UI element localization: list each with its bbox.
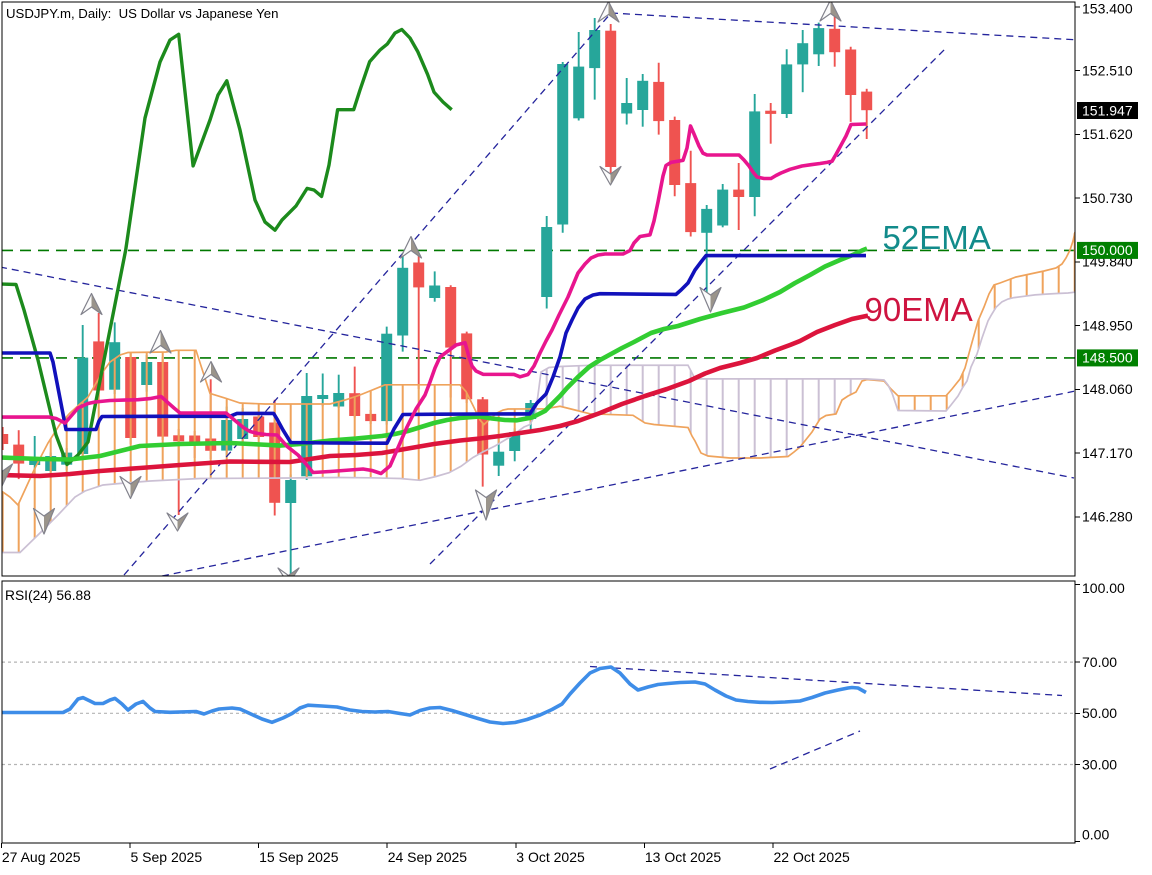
svg-text:5 Sep 2025: 5 Sep 2025 <box>131 849 203 865</box>
svg-text:147.170: 147.170 <box>1082 445 1133 461</box>
svg-text:151.947: 151.947 <box>1082 102 1133 118</box>
svg-text:70.00: 70.00 <box>1082 654 1117 670</box>
svg-text:13 Oct 2025: 13 Oct 2025 <box>645 849 721 865</box>
svg-text:148.500: 148.500 <box>1082 350 1133 366</box>
svg-text:USDJPY.m, Daily: US Dollar vs: USDJPY.m, Daily: US Dollar vs Japanese Y… <box>6 6 278 21</box>
svg-text:0.00: 0.00 <box>1082 826 1109 842</box>
svg-text:151.620: 151.620 <box>1082 126 1133 142</box>
svg-text:148.060: 148.060 <box>1082 381 1133 397</box>
svg-text:RSI(24) 56.88: RSI(24) 56.88 <box>5 588 91 603</box>
svg-text:52EMA: 52EMA <box>883 219 991 256</box>
svg-text:100.00: 100.00 <box>1082 580 1125 596</box>
svg-text:3 Oct 2025: 3 Oct 2025 <box>516 849 585 865</box>
svg-text:30.00: 30.00 <box>1082 756 1117 772</box>
svg-text:148.950: 148.950 <box>1082 317 1133 333</box>
svg-text:150.000: 150.000 <box>1082 242 1133 258</box>
svg-text:50.00: 50.00 <box>1082 705 1117 721</box>
svg-text:22 Oct 2025: 22 Oct 2025 <box>774 849 850 865</box>
svg-text:153.400: 153.400 <box>1082 1 1133 17</box>
svg-text:15 Sep 2025: 15 Sep 2025 <box>259 849 339 865</box>
svg-text:27 Aug 2025: 27 Aug 2025 <box>2 849 81 865</box>
svg-text:150.730: 150.730 <box>1082 190 1133 206</box>
svg-text:152.510: 152.510 <box>1082 62 1133 78</box>
svg-text:90EMA: 90EMA <box>865 291 973 328</box>
svg-text:24 Sep 2025: 24 Sep 2025 <box>388 849 468 865</box>
svg-text:146.280: 146.280 <box>1082 509 1133 525</box>
